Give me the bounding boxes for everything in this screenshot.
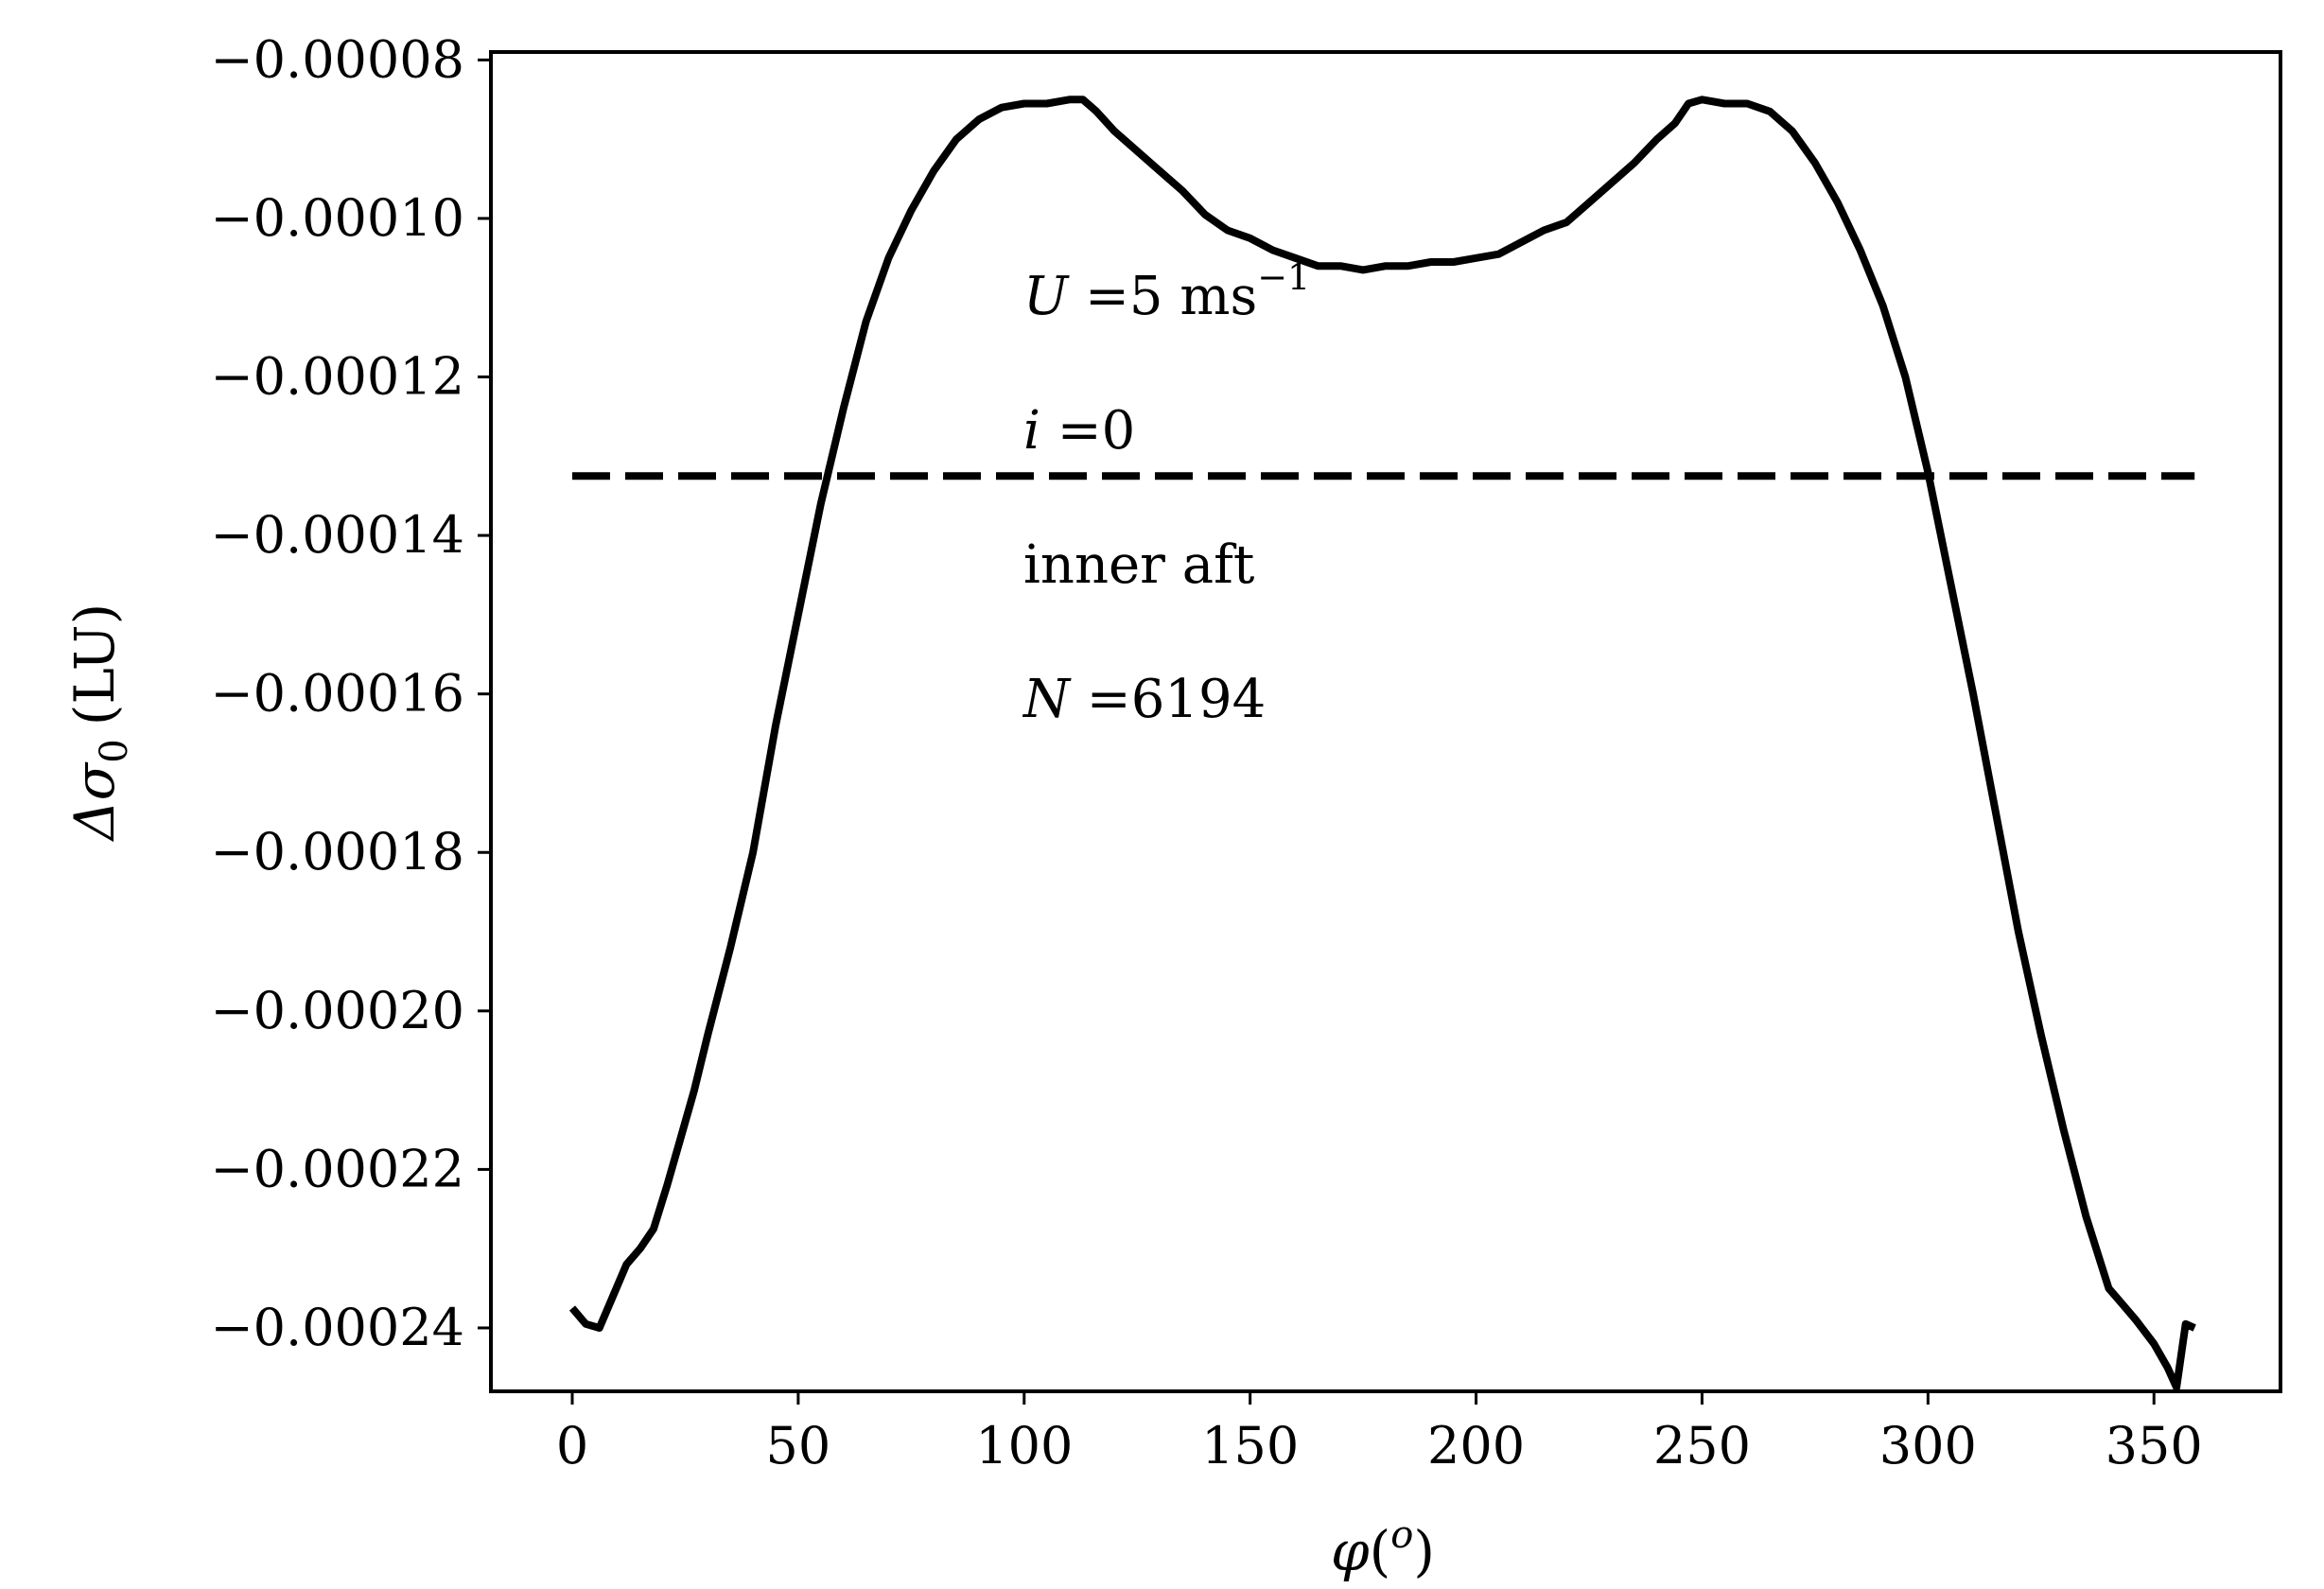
x-tick-label: 350	[2106, 1416, 2203, 1476]
y-axis-label-main: Δσ	[62, 761, 127, 842]
series-line-solid	[568, 96, 2196, 1391]
annotation-speed-var: U	[1023, 266, 1070, 327]
annotation-speed: U =5 ms−1	[1023, 256, 1310, 327]
annotation-count-value: =6194	[1070, 669, 1266, 730]
x-tick-label: 200	[1427, 1416, 1525, 1476]
x-tick-label: 150	[1201, 1416, 1299, 1476]
y-tick-label: −0.00018	[210, 822, 464, 882]
annotations: U =5 ms−1 i =0 inner aft N =6194	[1022, 256, 1310, 730]
x-tick-label: 0	[556, 1416, 588, 1476]
annotation-speed-value: =5 ms	[1068, 266, 1257, 327]
annotation-incidence-var: i	[1023, 400, 1040, 462]
y-tick-label: −0.00022	[210, 1139, 464, 1198]
y-tick-label: −0.00010	[210, 188, 464, 248]
x-axis-label-sup: o	[1390, 1513, 1413, 1557]
y-axis-label-unit: (LU)	[62, 603, 127, 725]
y-axis-label-sub: 0	[93, 739, 136, 762]
x-axis-label-open: (	[1370, 1519, 1391, 1583]
y-tick-label: −0.00008	[210, 29, 464, 89]
y-tick-label: −0.00016	[210, 664, 464, 724]
plot-frame	[489, 50, 2282, 1393]
y-tick-label: −0.00012	[210, 347, 464, 407]
ticks-layer: 0 50 100 150 200 250 300 350 −0.00008 −0.00010 −0.…	[210, 29, 2202, 1476]
annotation-count: N =6194	[1022, 669, 1266, 730]
x-tick-label: 100	[975, 1416, 1073, 1476]
y-tick-label: −0.00024	[210, 1298, 464, 1357]
y-tick-label: −0.00014	[210, 505, 464, 565]
y-axis-label: Δσ0 (LU)	[62, 603, 136, 842]
annotation-incidence-value: =0	[1040, 400, 1135, 462]
x-tick-label: 50	[766, 1416, 831, 1476]
annotation-speed-sup: −1	[1257, 256, 1310, 298]
x-axis-label: φ(o)	[1331, 1513, 1435, 1583]
annotation-count-var: N	[1022, 669, 1072, 730]
x-axis-label-close: )	[1413, 1519, 1435, 1583]
x-axis-label-symbol: φ	[1331, 1519, 1370, 1583]
annotation-antenna: inner aft	[1023, 534, 1255, 596]
x-tick-label: 250	[1653, 1416, 1751, 1476]
x-tick-label: 300	[1879, 1416, 1977, 1476]
y-tick-label: −0.00020	[210, 981, 464, 1040]
annotation-incidence: i =0	[1023, 400, 1135, 462]
series-layer	[568, 96, 2196, 1391]
